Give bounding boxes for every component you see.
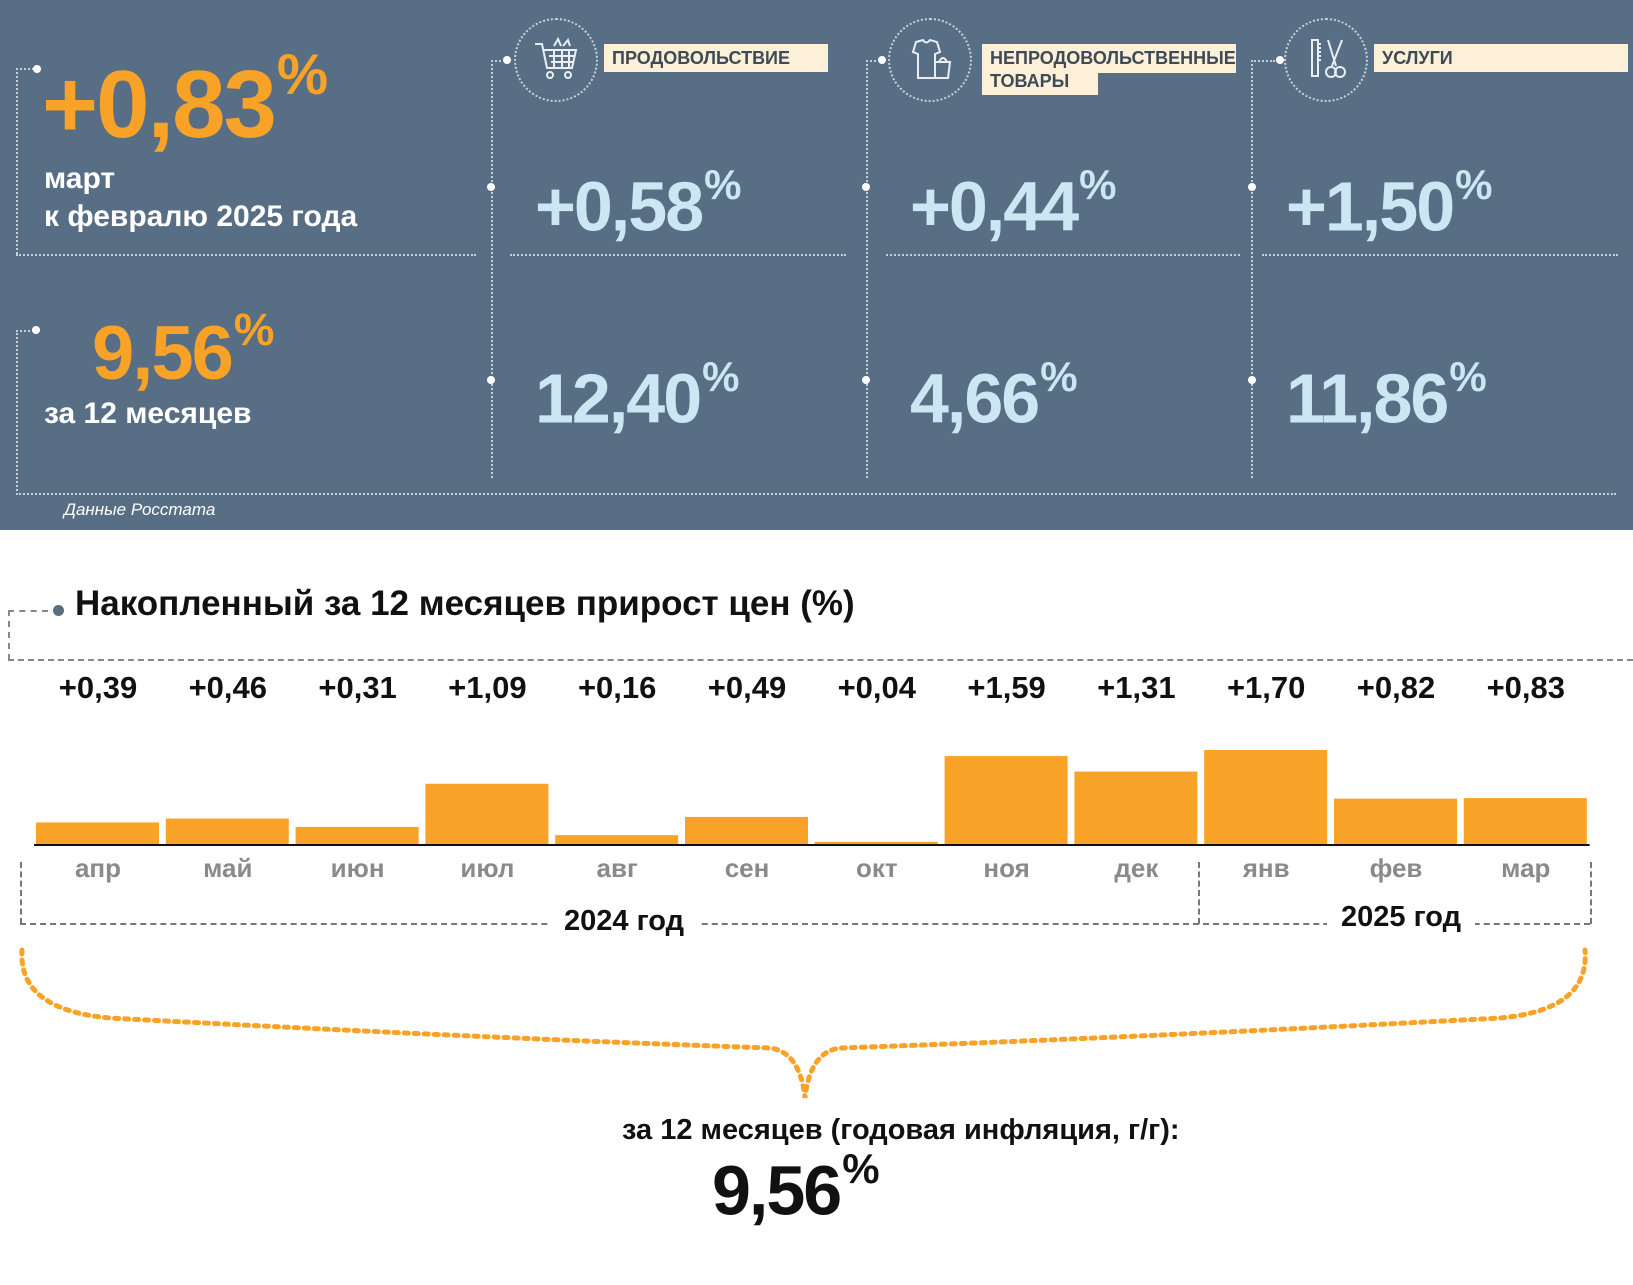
shopping-cart-icon (514, 18, 598, 102)
value-label-ноя: +1,59 (967, 670, 1046, 705)
curly-brace (19, 947, 1588, 1099)
value-label-мар: +0,83 (1486, 670, 1566, 705)
bar-chart (34, 750, 1590, 846)
divider (1251, 60, 1275, 62)
annual-total-value: 9,56% (92, 304, 275, 397)
food-annual-value: 12,40% (535, 353, 740, 438)
value-label-дек: +1,31 (1097, 670, 1176, 705)
nonfood-annual-value: 4,66% (910, 353, 1078, 438)
monthly-total-value: +0,83% (42, 43, 329, 159)
bar-июл (425, 783, 549, 844)
month-label-фев: фев (1369, 853, 1423, 883)
divider (8, 610, 48, 612)
bar-дек (1074, 771, 1198, 844)
bullet-dot (503, 56, 511, 64)
bullet-dot (878, 56, 886, 64)
month-label-янв: янв (1242, 853, 1290, 883)
bullet-dot (487, 183, 495, 191)
bullet-dot (1248, 183, 1256, 191)
bullet-dot (53, 605, 64, 616)
month-label-май: май (203, 853, 253, 883)
bar-мар (1463, 798, 1587, 844)
divider (491, 60, 493, 478)
year-2025-label: 2025 год (1327, 901, 1476, 934)
divider (510, 254, 846, 256)
value-label-июн: +0,31 (318, 670, 397, 705)
bar-май (165, 818, 289, 844)
category-food-label: ПРОДОВОЛЬСТВИЕ (604, 44, 828, 72)
month-label-окт: окт (855, 853, 898, 883)
value-label-авг: +0,16 (577, 670, 657, 705)
bar-авг (555, 835, 679, 844)
year-2024-label: 2024 год (550, 905, 699, 938)
month-label-июн: июн (330, 853, 385, 883)
value-label-янв: +1,70 (1226, 670, 1306, 705)
monthly-period-label: март к февралю 2025 года (44, 162, 358, 233)
source-note: Данные Росстата (64, 500, 216, 519)
divider (1251, 60, 1253, 478)
divider (16, 330, 34, 332)
bar-окт (814, 841, 938, 844)
value-label-апр: +0,39 (58, 670, 138, 705)
divider (16, 68, 34, 70)
annual-inflation-label: за 12 месяцев (годовая инфляция, г/г): (622, 1114, 1180, 1146)
bar-апр (36, 822, 159, 844)
month-label-июл: июл (460, 853, 515, 883)
divider (8, 659, 1633, 661)
divider (1590, 862, 1592, 924)
divider (16, 493, 1616, 495)
value-label-сен: +0,49 (707, 670, 787, 705)
annual-inflation-value: 9,56% (712, 1145, 880, 1230)
category-services-label: УСЛУГИ (1374, 44, 1628, 72)
divider (1262, 254, 1618, 256)
bullet-dot (862, 183, 870, 191)
month-label-мар: мар (1501, 853, 1551, 883)
divider (16, 254, 476, 256)
nonfood-monthly-value: +0,44% (910, 161, 1117, 246)
bar-фев (1334, 798, 1457, 844)
month-label-апр: апр (74, 853, 122, 883)
services-annual-value: 11,86% (1286, 353, 1487, 438)
divider (886, 254, 1240, 256)
value-label-июл: +1,09 (448, 670, 527, 705)
bullet-dot (1276, 56, 1284, 64)
bar-янв (1204, 750, 1328, 844)
food-monthly-value: +0,58% (535, 161, 742, 246)
bullet-dot (862, 376, 870, 384)
category-nonfood-label-line2: ТОВАРЫ (982, 70, 1098, 95)
category-nonfood-label: НЕПРОДОВОЛЬСТВЕННЫЕ (982, 44, 1236, 73)
divider (20, 923, 1590, 925)
divider (16, 330, 18, 495)
category-nonfood-label-line1: НЕПРОДОВОЛЬСТВЕННЫЕ (990, 48, 1236, 68)
divider (16, 68, 18, 254)
bullet-dot (32, 326, 40, 334)
month-label-сен: сен (724, 853, 770, 883)
value-label-май: +0,46 (188, 670, 268, 705)
category-nonfood-label-text2: ТОВАРЫ (990, 71, 1070, 91)
divider (1198, 862, 1200, 924)
divider (20, 862, 22, 924)
divider (866, 60, 876, 62)
annual-period-label: за 12 месяцев (44, 397, 252, 430)
month-label-ноя: ноя (983, 853, 1030, 883)
value-label-фев: +0,82 (1356, 670, 1436, 705)
clothes-bag-icon (888, 18, 972, 102)
bullet-dot (487, 376, 495, 384)
scissors-comb-icon (1284, 18, 1368, 102)
month-label-дек: дек (1114, 853, 1159, 883)
bullet-dot (1248, 376, 1256, 384)
bar-ноя (944, 756, 1068, 844)
bullet-dot (33, 65, 41, 73)
divider (8, 610, 10, 660)
month-label-авг: авг (596, 853, 638, 883)
bar-сен (685, 816, 808, 844)
chart-title: Накопленный за 12 месяцев прирост цен (%… (75, 584, 855, 623)
divider (491, 60, 501, 62)
services-monthly-value: +1,50% (1286, 161, 1493, 246)
summary-panel: +0,83% март к февралю 2025 года 9,56% за… (0, 0, 1633, 530)
divider (866, 60, 868, 478)
value-label-окт: +0,04 (837, 670, 917, 705)
bar-июн (295, 826, 419, 844)
